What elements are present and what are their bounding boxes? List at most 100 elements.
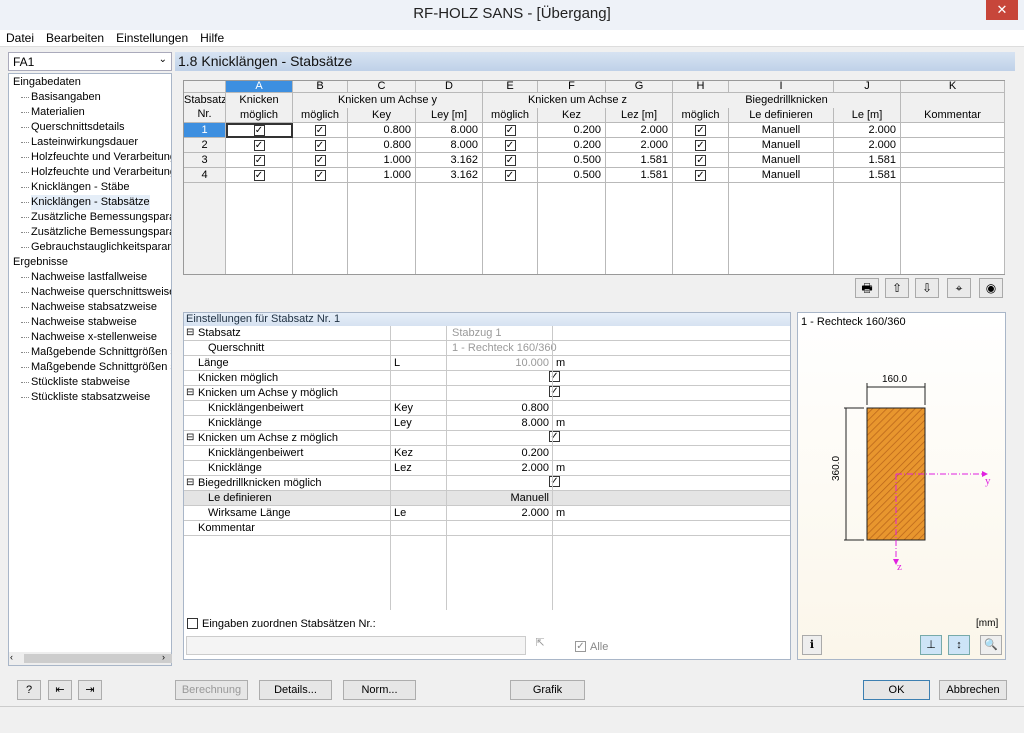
- view-icon[interactable]: ◉: [979, 278, 1003, 298]
- print-icon[interactable]: 🖶: [855, 278, 879, 298]
- table-cell[interactable]: 3.162: [416, 168, 483, 183]
- settings-row[interactable]: Knicklänge Lez 2.000 m: [184, 461, 790, 476]
- table-cell[interactable]: 8.000: [416, 138, 483, 153]
- setting-value[interactable]: Stabzug 1: [452, 327, 502, 339]
- next-button[interactable]: ⇥: [78, 680, 102, 700]
- details-button[interactable]: Details...: [259, 680, 332, 700]
- setting-value[interactable]: 2.000: [521, 462, 549, 474]
- tree-item[interactable]: Querschnittsdetails: [21, 121, 125, 133]
- table-checkbox[interactable]: ✓: [293, 123, 348, 138]
- tree-item[interactable]: Knicklängen - Stäbe: [20, 181, 130, 193]
- tree-item[interactable]: Nachweise querschnittsweise: [20, 285, 171, 300]
- settings-row[interactable]: Knicklänge Ley 8.000 m: [184, 416, 790, 431]
- table-checkbox[interactable]: ✓: [483, 153, 538, 168]
- pick-icon[interactable]: ⇱: [535, 637, 545, 649]
- tree-item[interactable]: Nachweise x-stellenweise: [21, 331, 157, 343]
- setting-value[interactable]: 10.000: [515, 357, 549, 369]
- tree-item[interactable]: Knicklängen - Stabsätze: [21, 195, 150, 210]
- table-checkbox[interactable]: ✓: [483, 123, 538, 138]
- case-select[interactable]: FA1 ⌄: [8, 52, 172, 71]
- column-letter-E[interactable]: E: [483, 81, 538, 93]
- table-cell[interactable]: 0.500: [538, 168, 606, 183]
- collapse-icon[interactable]: ⊟: [186, 477, 195, 488]
- column-letter-D[interactable]: D: [416, 81, 483, 93]
- table-checkbox[interactable]: ✓: [673, 138, 729, 153]
- row-number[interactable]: 4: [184, 168, 226, 183]
- close-button[interactable]: ✕: [986, 0, 1018, 20]
- menu-einstellungen[interactable]: Einstellungen: [116, 31, 189, 45]
- excel-export-icon[interactable]: ⇧: [885, 278, 909, 298]
- tree-item[interactable]: Zusätzliche Bemessungsparame: [21, 225, 171, 240]
- dimensions-icon[interactable]: ↕: [948, 635, 970, 655]
- assign-input[interactable]: [186, 636, 526, 655]
- table-cell[interactable]: Manuell: [729, 123, 834, 138]
- settings-row[interactable]: Knicken möglich ✓: [184, 371, 790, 386]
- table-cell[interactable]: 2.000: [834, 123, 901, 138]
- table-cell[interactable]: 0.200: [538, 123, 606, 138]
- menu-datei[interactable]: Datei: [6, 31, 35, 45]
- table-cell[interactable]: 1.581: [834, 153, 901, 168]
- table-cell[interactable]: [901, 168, 1005, 183]
- tree-group[interactable]: Eingabedaten: [13, 76, 81, 88]
- select-members-icon[interactable]: ⌖: [947, 278, 971, 298]
- scroll-left-icon[interactable]: ‹: [10, 652, 13, 662]
- tree-item[interactable]: Lasteinwirkungsdauer: [20, 136, 139, 148]
- column-letter-K[interactable]: K: [901, 81, 1005, 93]
- cancel-button[interactable]: Abbrechen: [939, 680, 1007, 700]
- settings-row[interactable]: Knicklängenbeiwert Kez 0.200: [184, 446, 790, 461]
- table-cell[interactable]: 1.000: [348, 168, 416, 183]
- collapse-icon[interactable]: ⊟: [186, 387, 195, 398]
- column-letter-I[interactable]: I: [729, 81, 834, 93]
- table-checkbox[interactable]: ✓: [226, 168, 293, 183]
- table-cell[interactable]: 1.581: [606, 168, 673, 183]
- tree-item[interactable]: Materialien: [21, 106, 85, 118]
- tree-item[interactable]: Nachweise stabsatzweise: [21, 301, 157, 313]
- table-cell[interactable]: Manuell: [729, 168, 834, 183]
- settings-row[interactable]: Le definieren Manuell: [184, 491, 790, 506]
- setting-value[interactable]: 0.800: [521, 402, 549, 414]
- table-cell[interactable]: 2.000: [606, 123, 673, 138]
- column-letter-B[interactable]: B: [293, 81, 348, 93]
- tree-item[interactable]: Gebrauchstauglichkeitsparamet: [21, 240, 171, 255]
- settings-row[interactable]: Kommentar: [184, 521, 790, 536]
- column-letter-J[interactable]: J: [834, 81, 901, 93]
- table-cell[interactable]: 2.000: [606, 138, 673, 153]
- tree-item[interactable]: Stückliste stabweise: [20, 376, 131, 388]
- graphic-button[interactable]: Grafik: [510, 680, 585, 700]
- table-cell[interactable]: 3.162: [416, 153, 483, 168]
- scroll-right-icon[interactable]: ›: [162, 652, 165, 662]
- table-cell[interactable]: 2.000: [834, 138, 901, 153]
- table-cell[interactable]: 0.500: [538, 153, 606, 168]
- settings-row[interactable]: ⊟ Biegedrillknicken möglich ✓: [184, 476, 790, 491]
- table-cell[interactable]: Manuell: [729, 153, 834, 168]
- axes-icon[interactable]: ⊥: [920, 635, 942, 655]
- column-letter-C[interactable]: C: [348, 81, 416, 93]
- tree-item[interactable]: Maßgebende Schnittgrößen sta: [20, 345, 171, 360]
- table-checkbox[interactable]: ✓: [293, 168, 348, 183]
- collapse-icon[interactable]: ⊟: [186, 432, 195, 443]
- ok-button[interactable]: OK: [863, 680, 930, 700]
- setting-value[interactable]: 1 - Rechteck 160/360: [452, 342, 557, 354]
- settings-row[interactable]: ⊟ Knicken um Achse z möglich ✓: [184, 431, 790, 446]
- all-checkbox[interactable]: ✓: [575, 641, 586, 652]
- previous-button[interactable]: ⇤: [48, 680, 72, 700]
- help-button[interactable]: ?: [17, 680, 41, 700]
- setting-value[interactable]: 8.000: [521, 417, 549, 429]
- table-checkbox[interactable]: ✓: [483, 168, 538, 183]
- table-checkbox[interactable]: ✓: [293, 138, 348, 153]
- table-cell[interactable]: 1.581: [834, 168, 901, 183]
- zoom-reset-icon[interactable]: 🔍: [980, 635, 1002, 655]
- table-cell[interactable]: [901, 138, 1005, 153]
- column-letter-G[interactable]: G: [606, 81, 673, 93]
- excel-import-icon[interactable]: ⇩: [915, 278, 939, 298]
- column-letter-F[interactable]: F: [538, 81, 606, 93]
- settings-row[interactable]: ⊟ Stabsatz Stabzug 1: [184, 326, 790, 341]
- setting-value[interactable]: 0.200: [521, 447, 549, 459]
- table-cell[interactable]: 1.000: [348, 153, 416, 168]
- table-checkbox[interactable]: ✓: [293, 153, 348, 168]
- setting-value[interactable]: Manuell: [510, 492, 549, 504]
- info-icon[interactable]: ℹ: [802, 635, 822, 655]
- setting-value[interactable]: 2.000: [521, 507, 549, 519]
- tree-group[interactable]: Ergebnisse: [13, 256, 69, 268]
- tree-item[interactable]: Basisangaben: [21, 91, 101, 103]
